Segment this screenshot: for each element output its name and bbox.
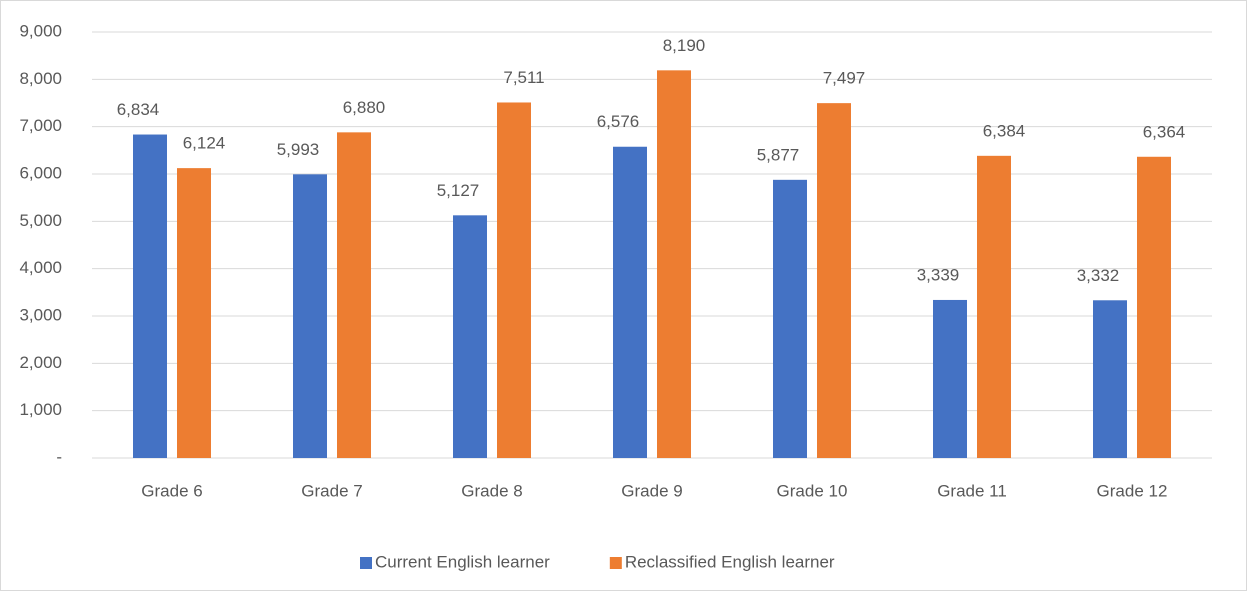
data-label: 5,993 (277, 140, 320, 159)
bar (657, 70, 691, 458)
data-label: 3,332 (1077, 266, 1120, 285)
data-label: 5,877 (757, 145, 800, 164)
legend-label: Current English learner (375, 552, 550, 571)
x-tick-label: Grade 7 (301, 481, 362, 500)
bar (773, 179, 807, 458)
y-tick-label: - (56, 447, 62, 466)
data-label: 8,190 (663, 36, 706, 55)
data-label: 5,127 (437, 181, 480, 200)
bar (453, 215, 487, 458)
bar (337, 132, 371, 458)
x-tick-label: Grade 11 (937, 481, 1007, 500)
legend-swatch (609, 557, 622, 569)
data-label: 6,576 (597, 112, 640, 131)
x-tick-label: Grade 10 (777, 481, 848, 500)
legend-swatch (360, 557, 372, 569)
bar (613, 146, 647, 458)
data-label: 6,384 (983, 121, 1026, 140)
bar (133, 134, 167, 459)
bar (817, 103, 851, 458)
data-label: 6,880 (343, 98, 386, 117)
y-tick-label: 7,000 (19, 116, 62, 135)
data-label: 3,339 (917, 265, 960, 284)
bar (1093, 300, 1127, 458)
y-tick-label: 5,000 (19, 211, 62, 230)
data-label: 6,834 (117, 100, 160, 119)
y-tick-label: 8,000 (19, 69, 62, 88)
data-label: 6,364 (1143, 122, 1186, 141)
x-tick-label: Grade 8 (461, 481, 522, 500)
y-tick-label: 9,000 (19, 21, 62, 40)
x-tick-label: Grade 6 (141, 481, 202, 500)
bar (497, 102, 531, 458)
data-label: 7,497 (823, 69, 866, 88)
data-label: 6,124 (183, 134, 226, 153)
bar (1137, 156, 1171, 458)
x-tick-label: Grade 9 (621, 481, 682, 500)
y-tick-label: 3,000 (19, 305, 62, 324)
legend-label: Reclassified English learner (625, 552, 835, 571)
bar (177, 168, 211, 458)
y-tick-label: 4,000 (19, 258, 62, 277)
bar (933, 299, 967, 458)
x-tick-label: Grade 12 (1097, 481, 1168, 500)
bar (977, 155, 1011, 458)
data-label: 7,511 (503, 68, 544, 87)
bar (293, 174, 327, 458)
y-tick-label: 6,000 (19, 163, 62, 182)
y-tick-label: 1,000 (19, 400, 62, 419)
y-tick-label: 2,000 (19, 353, 62, 372)
